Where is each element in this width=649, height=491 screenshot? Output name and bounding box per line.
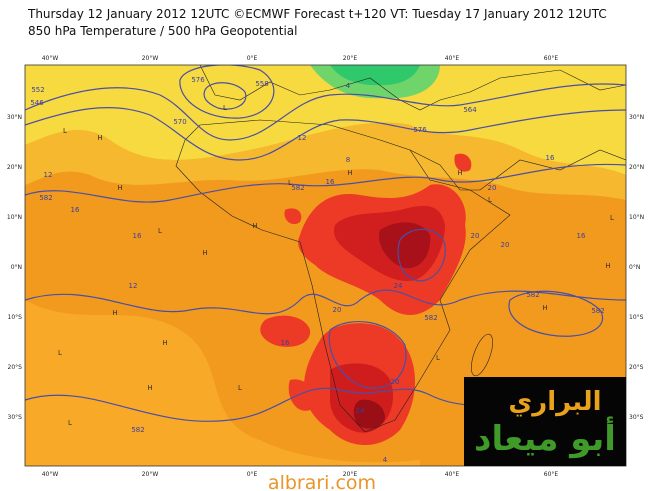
lon-label: 0°E [247, 55, 258, 62]
contour-label: 582 [591, 307, 604, 315]
pressure-mark: L [58, 349, 62, 357]
lat-label: 0°N [11, 264, 22, 271]
contour-label: 16 [326, 178, 335, 186]
lat-label: 10°N [629, 214, 644, 221]
lat-label: 20°N [7, 164, 22, 171]
lat-label: 30°S [8, 414, 23, 421]
watermark-text: البراري [508, 387, 601, 417]
contour-label: 576 [413, 126, 427, 134]
pressure-mark: L [238, 384, 242, 392]
contour-label: 20 [488, 184, 497, 192]
pressure-mark: H [542, 304, 547, 312]
pressure-mark: H [147, 384, 152, 392]
contour-label: 570 [173, 118, 186, 126]
contour-label: 16 [281, 339, 290, 347]
lon-label: 60°E [544, 55, 559, 62]
contour-label: 20 [471, 232, 480, 240]
header-line: 850 hPa Temperature / 500 hPa Geopotenti… [28, 24, 297, 38]
contour-label: 546 [30, 99, 44, 107]
contour-label: 558 [255, 80, 268, 88]
contour-label: 20 [501, 241, 510, 249]
lat-label: 20°S [8, 364, 23, 371]
contour-label: 582 [526, 291, 539, 299]
lon-label: 40°W [42, 471, 59, 478]
pressure-mark: L [68, 419, 72, 427]
contour-label: 582 [131, 426, 144, 434]
contour-label: 582 [39, 194, 52, 202]
lat-label: 10°N [7, 214, 22, 221]
contour-label: 16 [546, 154, 555, 162]
contour-label: 4 [383, 456, 388, 464]
lon-label: 40°W [42, 55, 59, 62]
footer-site: albrari.com [268, 472, 376, 491]
pressure-mark: H [97, 134, 102, 142]
contour-label: 12 [129, 282, 138, 290]
lon-label: 20°W [142, 471, 159, 478]
watermark-text: أبو ميعاد [474, 416, 616, 459]
pressure-mark: L [158, 227, 162, 235]
lat-label: 30°N [629, 114, 644, 121]
lon-label: 20°E [343, 471, 358, 478]
lon-label: 20°E [343, 55, 358, 62]
contour-label: 20 [333, 306, 342, 314]
contour-label: 16 [577, 232, 586, 240]
pressure-mark: L [288, 179, 292, 187]
pressure-mark: L [488, 196, 492, 204]
lon-label: 60°E [544, 471, 559, 478]
contour-label: 24 [356, 407, 365, 415]
contour-label: 4 [346, 82, 351, 90]
lat-label: 10°S [8, 314, 23, 321]
pressure-mark: L [223, 104, 227, 112]
lon-label: 20°W [142, 55, 159, 62]
pressure-mark: H [252, 222, 257, 230]
contour-label: 20 [391, 378, 400, 386]
contour-label: 8 [346, 156, 350, 164]
contour-label: 12 [44, 171, 53, 179]
pressure-mark: H [162, 339, 167, 347]
contour-label: 24 [394, 282, 403, 290]
pressure-mark: L [63, 127, 67, 135]
pressure-mark: H [605, 262, 610, 270]
map-labels: 40°W 20°W 0°E 20°E 40°E 60°E40°W 20°W 0°E 20°E 40… [7, 55, 644, 478]
lat-label: 10°S [629, 314, 644, 321]
pressure-mark: L [436, 354, 440, 362]
header-line: Thursday 12 January 2012 12UTC ©ECMWF Fo… [27, 7, 607, 21]
pressure-mark: H [202, 249, 207, 257]
lon-label: 0°E [247, 471, 258, 478]
contour-label: 16 [133, 232, 142, 240]
contour-label: 552 [31, 86, 44, 94]
contour-label: 12 [298, 134, 307, 142]
lat-label: 30°N [7, 114, 22, 121]
lat-label: 0°N [629, 264, 640, 271]
contour-label: 576 [191, 76, 205, 84]
pressure-mark: H [347, 169, 352, 177]
contour-label: 16 [71, 206, 80, 214]
pressure-mark: H [117, 184, 122, 192]
lat-label: 30°S [629, 414, 644, 421]
contour-label: 582 [291, 184, 304, 192]
watermark-box [464, 377, 626, 466]
pressure-mark: L [610, 214, 614, 222]
lon-label: 40°E [445, 55, 460, 62]
lat-label: 20°N [629, 164, 644, 171]
map-field [25, 65, 626, 466]
pressure-mark: H [112, 309, 117, 317]
lat-label: 20°S [629, 364, 644, 371]
map-frame [24, 64, 627, 467]
lon-label: 40°E [445, 471, 460, 478]
pressure-mark: H [457, 169, 462, 177]
contour-label: 564 [463, 106, 477, 114]
contour-label: 582 [424, 314, 437, 322]
